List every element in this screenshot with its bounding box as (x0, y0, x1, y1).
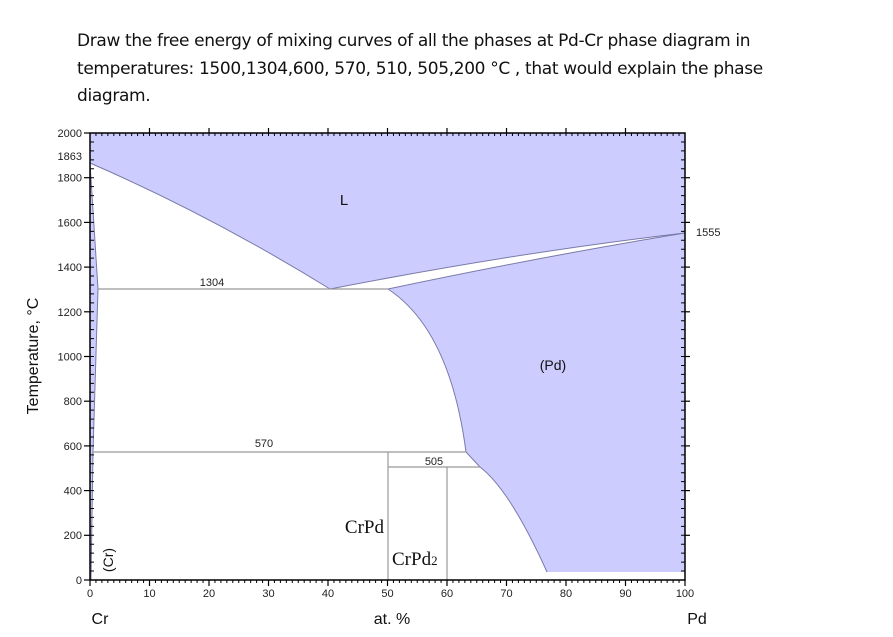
x-tick-0: 0 (87, 588, 93, 600)
y-tick-0: 0 (76, 575, 82, 587)
label-1555: 1555 (696, 227, 720, 239)
liquidus-left (89, 162, 331, 290)
x-right-element: Pd (687, 611, 707, 628)
y-tick-200: 200 (64, 530, 82, 542)
question-text: Draw the free energy of mixing curves of… (77, 31, 763, 106)
y-tick-1600: 1600 (58, 218, 82, 230)
label-crpd: CrPd (345, 517, 385, 538)
solidus-right (387, 232, 686, 290)
y-tick-1800: 1800 (58, 173, 82, 185)
x-tick-60: 60 (441, 588, 453, 600)
x-tick-100: 100 (676, 588, 694, 600)
liquid-region (90, 133, 685, 289)
label-crpd2: CrPd2 (392, 549, 438, 570)
y-tick-1200: 1200 (58, 307, 82, 319)
y-tick-600: 600 (64, 441, 82, 453)
label-505: 505 (425, 456, 443, 468)
pd-solid-region (388, 233, 685, 572)
y-tick-2000: 2000 (58, 128, 82, 140)
liquidus-right (329, 232, 686, 290)
label-cr-phase: (Cr) (100, 548, 116, 572)
y-axis: 0 200 400 600 800 1000 1200 1400 1600 18… (58, 128, 90, 587)
label-570: 570 (255, 438, 273, 450)
x-axis-title: at. % (374, 611, 410, 628)
label-pd-phase: (Pd) (540, 357, 566, 373)
y-tick-1000: 1000 (58, 352, 82, 364)
x-tick-40: 40 (322, 588, 334, 600)
x-left-element: Cr (92, 611, 110, 628)
right-axis-ticks (685, 177, 690, 536)
x-axis: 0 10 20 30 40 50 60 70 80 90 100 (87, 128, 694, 600)
y-tick-1400: 1400 (58, 262, 82, 274)
y-tick-1863: 1863 (58, 151, 82, 163)
x-tick-80: 80 (560, 588, 572, 600)
x-tick-10: 10 (143, 588, 155, 600)
x-tick-50: 50 (381, 588, 393, 600)
y-tick-800: 800 (64, 396, 82, 408)
x-tick-20: 20 (203, 588, 215, 600)
x-tick-30: 30 (262, 588, 274, 600)
x-tick-90: 90 (619, 588, 631, 600)
label-liquid: L (340, 192, 348, 209)
x-tick-70: 70 (500, 588, 512, 600)
label-1304: 1304 (200, 277, 224, 289)
y-axis-title: Temperature, °C (25, 298, 42, 415)
y-tick-400: 400 (64, 486, 82, 498)
